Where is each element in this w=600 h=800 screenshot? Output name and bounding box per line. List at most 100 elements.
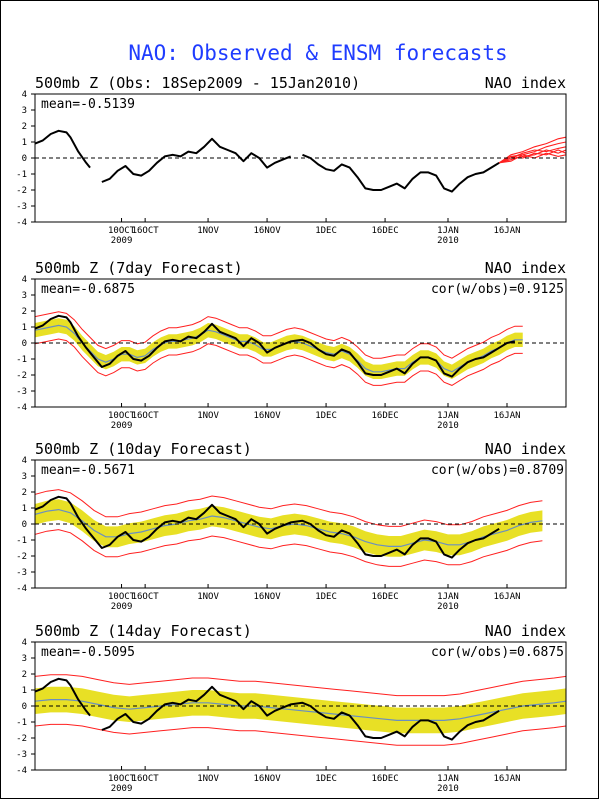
- y-tick-label: -1: [16, 170, 27, 180]
- chart-panel-4: 500mb Z (14day Forecast) NAO index 4 3 2 1 0 -1…: [16, 622, 567, 794]
- x-tick-label: 16JAN: [493, 411, 520, 421]
- y-tick-label: -4: [16, 403, 27, 413]
- x-tick-label: 16OCT: [132, 592, 160, 602]
- y-tick-label: -2: [16, 734, 27, 744]
- x-tick-label: 16DEC: [372, 411, 399, 421]
- x-tick-label: 1JAN: [437, 411, 459, 421]
- ensemble-member-line: [498, 149, 566, 164]
- chart-panel-1: 500mb Z (Obs: 18Sep2009 - 15Jan2010) NAO …: [16, 74, 567, 246]
- chart-panel-3: 500mb Z (10day Forecast) NAO index 4 3 2 1 0 -1…: [16, 440, 567, 612]
- panel-title: 500mb Z (14day Forecast): [35, 622, 252, 640]
- chart-panels: 500mb Z (Obs: 18Sep2009 - 15Jan2010) NAO …: [16, 74, 567, 794]
- mean-label: mean=-0.5671: [41, 463, 135, 478]
- x-tick-label: 1JAN: [437, 774, 459, 784]
- ensemble-upper-envelope: [35, 674, 566, 697]
- ensemble-upper-envelope: [35, 311, 523, 359]
- x-tick-year: 2009: [111, 236, 133, 246]
- x-tick-label: 16JAN: [493, 592, 520, 602]
- plot-area: [35, 311, 566, 386]
- ensemble-member-line: [498, 149, 566, 164]
- ensemble-spread-band: [35, 318, 523, 379]
- correlation-label: cor(w/obs)=0.8709: [431, 463, 564, 478]
- x-tick-year: 2010: [437, 784, 459, 794]
- ensemble-lower-envelope: [35, 338, 523, 386]
- ensemble-member-line: [498, 136, 566, 164]
- x-tick-label: 16OCT: [132, 226, 160, 236]
- y-tick-label: -1: [16, 718, 27, 728]
- x-tick-year: 2009: [111, 421, 133, 431]
- y-tick-label: 2: [22, 307, 27, 317]
- x-tick-label: 1DEC: [315, 226, 337, 236]
- ensemble-mean-line: [35, 698, 566, 722]
- x-tick-label: 1DEC: [315, 592, 337, 602]
- y-tick-label: 3: [22, 291, 27, 301]
- x-tick-label: 10OCT: [108, 774, 136, 784]
- x-tick-label: 1NOV: [197, 774, 219, 784]
- y-tick-label: -3: [16, 568, 27, 578]
- mean-label: mean=-0.5139: [41, 97, 135, 112]
- y-tick-label: -2: [16, 186, 27, 196]
- x-tick-label: 1NOV: [197, 592, 219, 602]
- panel-right-title: NAO index: [485, 74, 566, 92]
- x-tick-year: 2010: [437, 602, 459, 612]
- ensemble-lower-envelope: [35, 723, 566, 746]
- mean-label: mean=-0.5095: [41, 645, 135, 660]
- observed-nao-line: [101, 685, 500, 741]
- y-tick-label: -3: [16, 750, 27, 760]
- y-tick-label: 2: [22, 122, 27, 132]
- y-tick-label: -3: [16, 387, 27, 397]
- y-tick-label: 0: [22, 339, 27, 349]
- observed-nao-line: [302, 153, 500, 193]
- panel-right-title: NAO index: [485, 622, 566, 640]
- y-tick-label: -2: [16, 552, 27, 562]
- observed-nao-line: [35, 129, 91, 169]
- correlation-label: cor(w/obs)=0.6875: [431, 645, 564, 660]
- panel-right-title: NAO index: [485, 440, 566, 458]
- y-tick-label: -1: [16, 355, 27, 365]
- x-tick-label: 16NOV: [254, 774, 282, 784]
- y-tick-label: 1: [22, 504, 27, 514]
- y-tick-label: -1: [16, 536, 27, 546]
- y-tick-label: 1: [22, 686, 27, 696]
- y-tick-label: 4: [22, 275, 27, 285]
- y-tick-label: 0: [22, 154, 27, 164]
- observed-nao-line: [35, 314, 516, 378]
- y-tick-label: 4: [22, 90, 27, 100]
- y-tick-label: 4: [22, 456, 27, 466]
- correlation-label: cor(w/obs)=0.9125: [431, 282, 564, 297]
- y-tick-label: 1: [22, 323, 27, 333]
- y-tick-label: 0: [22, 702, 27, 712]
- ensemble-upper-envelope: [35, 489, 543, 527]
- plot-area: [35, 129, 566, 193]
- y-tick-label: 3: [22, 654, 27, 664]
- x-tick-year: 2009: [111, 784, 133, 794]
- y-tick-label: -2: [16, 371, 27, 381]
- y-tick-label: -4: [16, 766, 27, 776]
- y-tick-label: 4: [22, 638, 27, 648]
- x-tick-label: 1DEC: [315, 774, 337, 784]
- x-tick-label: 16DEC: [372, 592, 399, 602]
- x-tick-label: 1DEC: [315, 411, 337, 421]
- x-tick-year: 2010: [437, 236, 459, 246]
- panel-title: 500mb Z (10day Forecast): [35, 440, 252, 458]
- x-tick-label: 16OCT: [132, 774, 160, 784]
- plot-area: [35, 674, 566, 746]
- ensemble-member-line: [498, 146, 566, 164]
- chart-panel-2: 500mb Z (7day Forecast) NAO index 4 3 2 1 0 -1 -…: [16, 259, 567, 431]
- x-tick-label: 16OCT: [132, 411, 160, 421]
- y-tick-label: 1: [22, 138, 27, 148]
- x-tick-year: 2010: [437, 421, 459, 431]
- x-tick-year: 2009: [111, 602, 133, 612]
- x-tick-label: 1NOV: [197, 226, 219, 236]
- x-tick-label: 16DEC: [372, 226, 399, 236]
- y-tick-label: -4: [16, 218, 27, 228]
- x-tick-label: 16JAN: [493, 774, 520, 784]
- x-tick-label: 1NOV: [197, 411, 219, 421]
- x-tick-label: 10OCT: [108, 226, 136, 236]
- x-tick-label: 1JAN: [437, 592, 459, 602]
- figure-title: NAO: Observed & ENSM forecasts: [128, 41, 507, 65]
- x-tick-label: 10OCT: [108, 411, 136, 421]
- observed-nao-line: [101, 137, 292, 183]
